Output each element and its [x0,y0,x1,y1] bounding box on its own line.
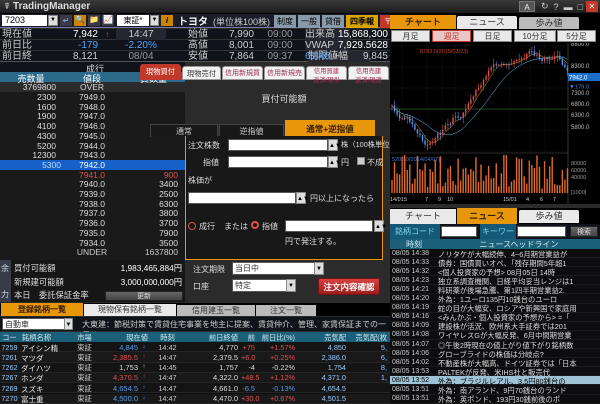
svg-text:5: 5 [404,197,407,203]
svg-text:6800.0: 6800.0 [571,102,590,108]
svg-text:8783.0(2015/03/23): 8783.0(2015/03/23) [420,49,468,55]
svg-text:7: 7 [553,197,556,203]
svg-text:9: 9 [438,197,441,203]
svg-text:6: 6 [540,197,543,203]
svg-text:6300.0: 6300.0 [571,113,590,119]
svg-text:4: 4 [526,197,529,203]
svg-text:7: 7 [425,197,428,203]
svg-text:14/01: 14/01 [390,197,404,203]
svg-text:5800.0: 5800.0 [571,125,590,131]
svg-text:15/01: 15/01 [503,197,517,203]
svg-text:7942.0: 7942.0 [569,75,588,81]
svg-text:[1000]: [1000] [571,190,587,196]
svg-text:8800.0: 8800.0 [571,43,590,48]
svg-text:40000: 40000 [571,175,586,181]
svg-text:80000: 80000 [571,161,586,167]
svg-text:7300.0: 7300.0 [571,91,590,97]
svg-text:8300.0: 8300.0 [571,64,590,70]
svg-text:10: 10 [447,197,453,203]
svg-text:▼179.0: ▼179.0 [569,85,589,91]
svg-text:60000: 60000 [571,168,586,174]
svg-text:5206.0(2014/04/07): 5206.0(2014/04/07) [392,157,440,163]
